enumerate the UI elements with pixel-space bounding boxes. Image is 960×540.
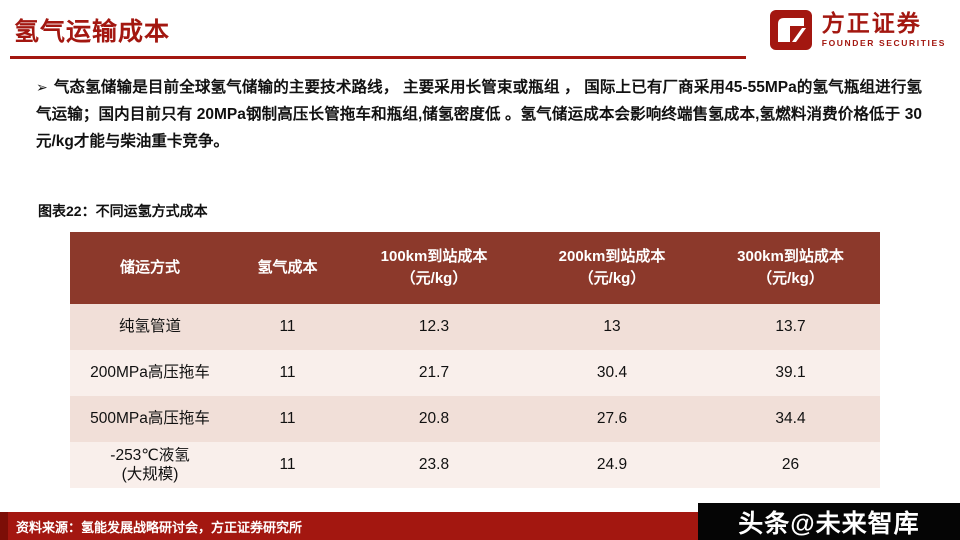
table-cell: 11 [230,442,345,488]
table-cell: 11 [230,396,345,442]
watermark-text: 头条@未来智库 [738,509,920,538]
table-cell: 26 [701,442,880,488]
table-cell: 200MPa高压拖车 [70,350,230,396]
bullet-arrow-icon: ➢ [36,79,48,95]
table-header-300km: 300km到站成本 （元/kg） [701,232,880,304]
table-cell: 13 [523,304,701,350]
table-cell: 12.3 [345,304,523,350]
brand-logo: 方正证券 FOUNDER SECURITIES [768,8,946,52]
table-cell: 23.8 [345,442,523,488]
watermark-strip: 头条@未来智库 [698,503,960,540]
table-header-200km: 200km到站成本 （元/kg） [523,232,701,304]
table-header-storage-mode: 储运方式 [70,232,230,304]
page-title: 氢气运输成本 [14,18,171,46]
table-cell: 30.4 [523,350,701,396]
body-text: 气态氢储输是目前全球氢气储输的主要技术路线， 主要采用长管束或瓶组 ， 国际上已… [36,79,922,151]
table-cell: 13.7 [701,304,880,350]
brand-subtitle: FOUNDER SECURITIES [821,38,946,49]
footer-accent-block [0,512,8,540]
table-cell: -253℃液氢 (大规模) [70,442,230,488]
table-cell: 27.6 [523,396,701,442]
table-cell: 11 [230,304,345,350]
figure-caption: 图表22：不同运氢方式成本 [38,203,208,219]
table-cell: 39.1 [701,350,880,396]
cost-table: 储运方式 氢气成本 100km到站成本 （元/kg） 200km到站成本 （元/… [70,232,880,488]
table-cell: 34.4 [701,396,880,442]
table-cell: 21.7 [345,350,523,396]
table-header-hydrogen-cost: 氢气成本 [230,232,345,304]
table-cell: 500MPa高压拖车 [70,396,230,442]
table-cell: 20.8 [345,396,523,442]
brand-name: 方正证券 [821,10,922,37]
table-cell: 11 [230,350,345,396]
title-divider [10,56,746,59]
table-cell: 24.9 [523,442,701,488]
source-note: 资料来源：氢能发展战略研讨会，方正证券研究所 [16,519,303,535]
body-paragraph: ➢ 气态氢储输是目前全球氢气储输的主要技术路线， 主要采用长管束或瓶组 ， 国际上… [36,74,922,155]
table-header-100km: 100km到站成本 （元/kg） [345,232,523,304]
table-cell: 纯氢管道 [70,304,230,350]
brand-text: 方正证券 FOUNDER SECURITIES [822,12,946,48]
founder-securities-icon [769,10,812,50]
